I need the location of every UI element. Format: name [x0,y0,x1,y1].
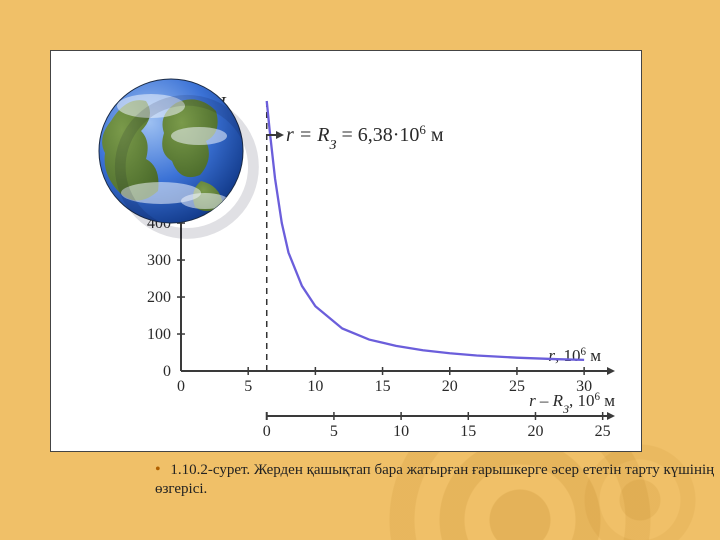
svg-text:r, 106 м: r, 106 м [548,346,601,365]
svg-text:25: 25 [509,378,525,395]
svg-text:20: 20 [442,378,458,395]
svg-text:0: 0 [263,423,271,440]
svg-text:25: 25 [595,423,611,440]
earth-globe [99,79,259,239]
svg-text:20: 20 [527,423,543,440]
gravity-force-chart: F, Н0100200300400500600700051015202530r,… [71,71,631,441]
svg-text:10: 10 [393,423,409,440]
svg-text:10: 10 [307,378,323,395]
svg-text:100: 100 [147,326,171,343]
svg-text:300: 300 [147,252,171,269]
svg-text:15: 15 [375,378,391,395]
figure-panel: F, Н0100200300400500600700051015202530r,… [50,50,642,452]
figure-caption: • 1.10.2-сурет. Жерден қашықтап бара жат… [155,460,715,499]
caption-text: 1.10.2-сурет. Жерден қашықтап бара жатыр… [155,462,714,497]
svg-text:5: 5 [244,378,252,395]
svg-text:15: 15 [460,423,476,440]
svg-text:5: 5 [330,423,338,440]
bullet-icon: • [155,461,161,478]
svg-text:0: 0 [177,378,185,395]
svg-text:r = RЗ = 6,38·106 м: r = RЗ = 6,38·106 м [286,122,444,153]
svg-text:0: 0 [163,363,171,380]
svg-text:200: 200 [147,289,171,306]
